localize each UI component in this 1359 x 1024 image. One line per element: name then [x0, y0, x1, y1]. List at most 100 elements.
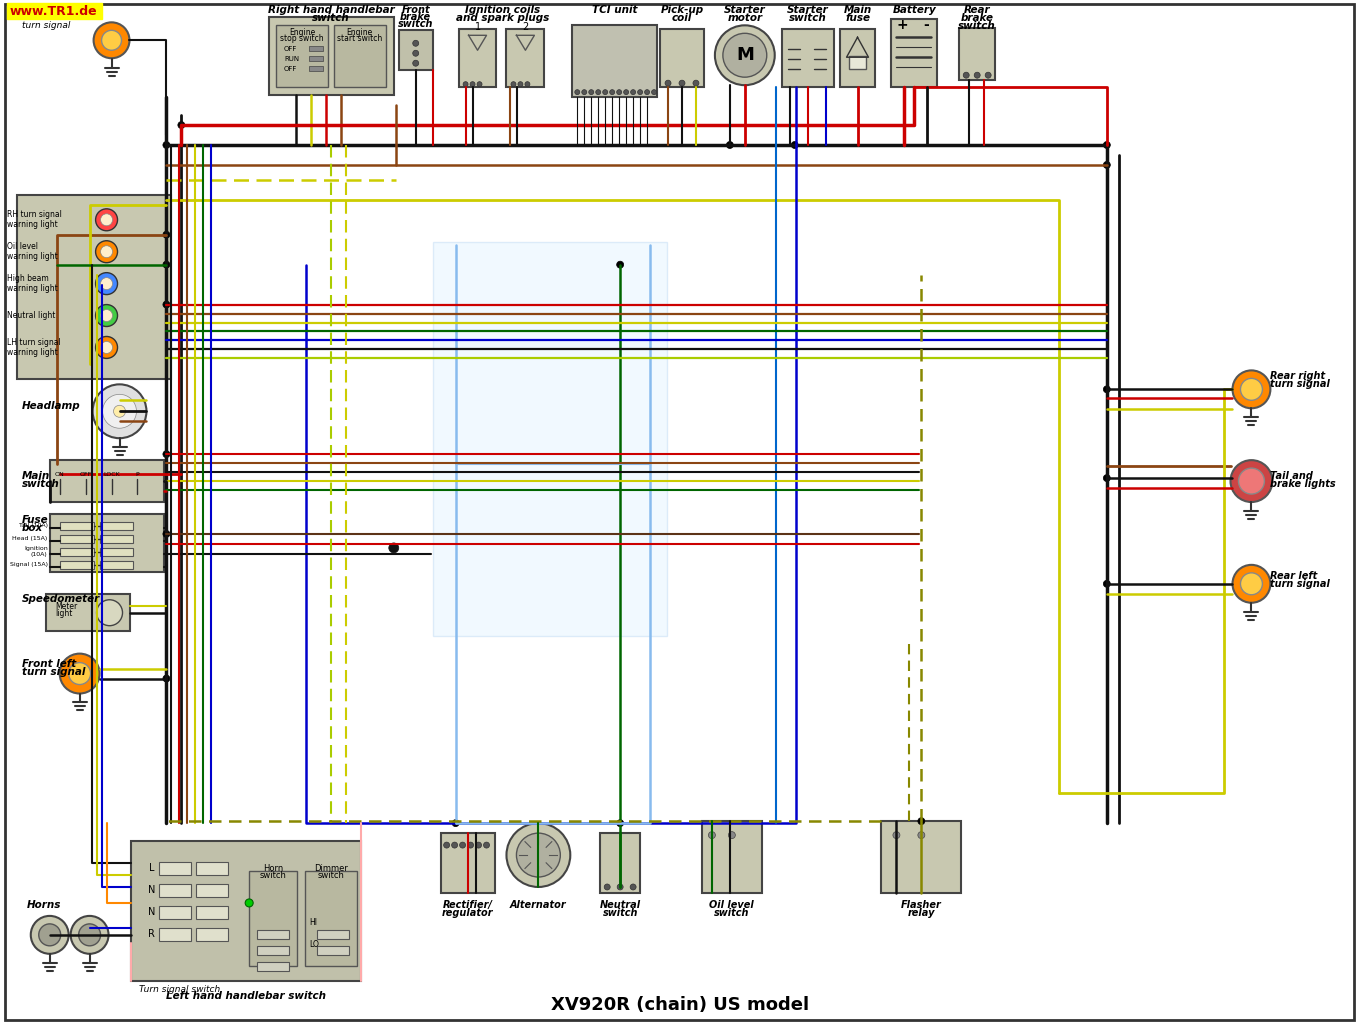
Bar [840, 30, 875, 87]
Circle shape [1233, 565, 1271, 603]
Circle shape [114, 406, 125, 417]
Circle shape [163, 530, 170, 538]
Bar [60, 561, 94, 569]
Text: brake: brake [400, 12, 431, 23]
Text: Rear: Rear [964, 5, 991, 15]
Text: Neutral light: Neutral light [7, 311, 56, 321]
Circle shape [1238, 468, 1264, 494]
Circle shape [467, 842, 473, 848]
Text: LO: LO [308, 940, 319, 949]
Text: switch: switch [313, 13, 349, 24]
Text: switch: switch [22, 479, 60, 489]
Circle shape [102, 394, 136, 428]
Circle shape [101, 214, 113, 225]
Circle shape [525, 82, 530, 87]
Text: and spark plugs: and spark plugs [455, 13, 549, 24]
Bar [882, 821, 961, 893]
Bar [507, 30, 545, 87]
Bar [99, 561, 133, 569]
Circle shape [624, 90, 629, 94]
Circle shape [39, 924, 61, 946]
Circle shape [893, 831, 900, 839]
Text: Main: Main [844, 5, 871, 15]
Text: box: box [22, 523, 43, 532]
Text: turn signal: turn signal [22, 20, 71, 30]
Bar [99, 522, 133, 530]
Circle shape [463, 82, 467, 87]
Bar [276, 26, 328, 87]
Circle shape [476, 842, 481, 848]
Circle shape [964, 73, 969, 78]
Circle shape [163, 261, 170, 268]
Bar [60, 522, 94, 530]
Circle shape [101, 309, 113, 322]
Text: turn signal: turn signal [1271, 579, 1330, 589]
Circle shape [617, 261, 624, 268]
Text: Neutral: Neutral [599, 900, 640, 910]
Circle shape [31, 915, 69, 953]
Text: Speedometer: Speedometer [22, 594, 101, 604]
Circle shape [511, 82, 516, 87]
Bar [308, 46, 323, 51]
Text: Signal (15A): Signal (15A) [10, 562, 48, 567]
Bar [440, 834, 495, 893]
Circle shape [708, 831, 715, 839]
Circle shape [163, 451, 170, 458]
Text: L: L [148, 863, 154, 873]
Bar [99, 535, 133, 543]
Text: Dimmer: Dimmer [314, 863, 348, 872]
Text: Meter: Meter [56, 602, 77, 611]
Text: -: - [924, 18, 930, 33]
Text: Main: Main [22, 471, 50, 481]
Text: fuse: fuse [845, 13, 870, 24]
Bar [848, 56, 867, 70]
Circle shape [92, 384, 147, 438]
Bar [60, 535, 94, 543]
Bar [660, 30, 704, 87]
Circle shape [163, 231, 170, 239]
Text: switch: switch [958, 22, 996, 32]
Circle shape [95, 272, 117, 295]
Text: relay: relay [908, 908, 935, 918]
Circle shape [610, 90, 614, 94]
Bar [99, 548, 133, 556]
Text: Horn: Horn [264, 863, 283, 872]
Circle shape [413, 60, 419, 67]
Bar [269, 17, 394, 95]
Text: 2: 2 [522, 23, 529, 33]
Circle shape [974, 73, 980, 78]
Circle shape [507, 823, 571, 887]
Circle shape [413, 40, 419, 46]
Text: switch: switch [318, 870, 344, 880]
Bar [196, 928, 228, 941]
Circle shape [94, 23, 129, 58]
Circle shape [453, 819, 459, 826]
Bar [159, 906, 192, 919]
Bar [572, 26, 656, 97]
Circle shape [518, 82, 523, 87]
Bar [50, 460, 164, 502]
Circle shape [582, 90, 587, 94]
Bar [159, 884, 192, 897]
Circle shape [917, 818, 925, 824]
Bar [196, 906, 228, 919]
Text: Rectifier/: Rectifier/ [443, 900, 492, 910]
Circle shape [163, 301, 170, 308]
Bar [308, 67, 323, 72]
Circle shape [477, 82, 482, 87]
Bar [60, 548, 94, 556]
Text: OFF: OFF [284, 67, 298, 73]
Text: Flasher: Flasher [901, 900, 942, 910]
Circle shape [102, 31, 121, 50]
Text: stop switch: stop switch [280, 34, 323, 43]
Circle shape [644, 90, 650, 94]
Circle shape [1104, 474, 1110, 481]
Circle shape [917, 831, 925, 839]
Bar [892, 19, 938, 87]
Circle shape [60, 653, 99, 693]
Circle shape [595, 90, 601, 94]
Circle shape [1241, 572, 1263, 595]
Circle shape [1104, 386, 1110, 393]
Circle shape [1104, 162, 1110, 168]
Bar [308, 56, 323, 61]
